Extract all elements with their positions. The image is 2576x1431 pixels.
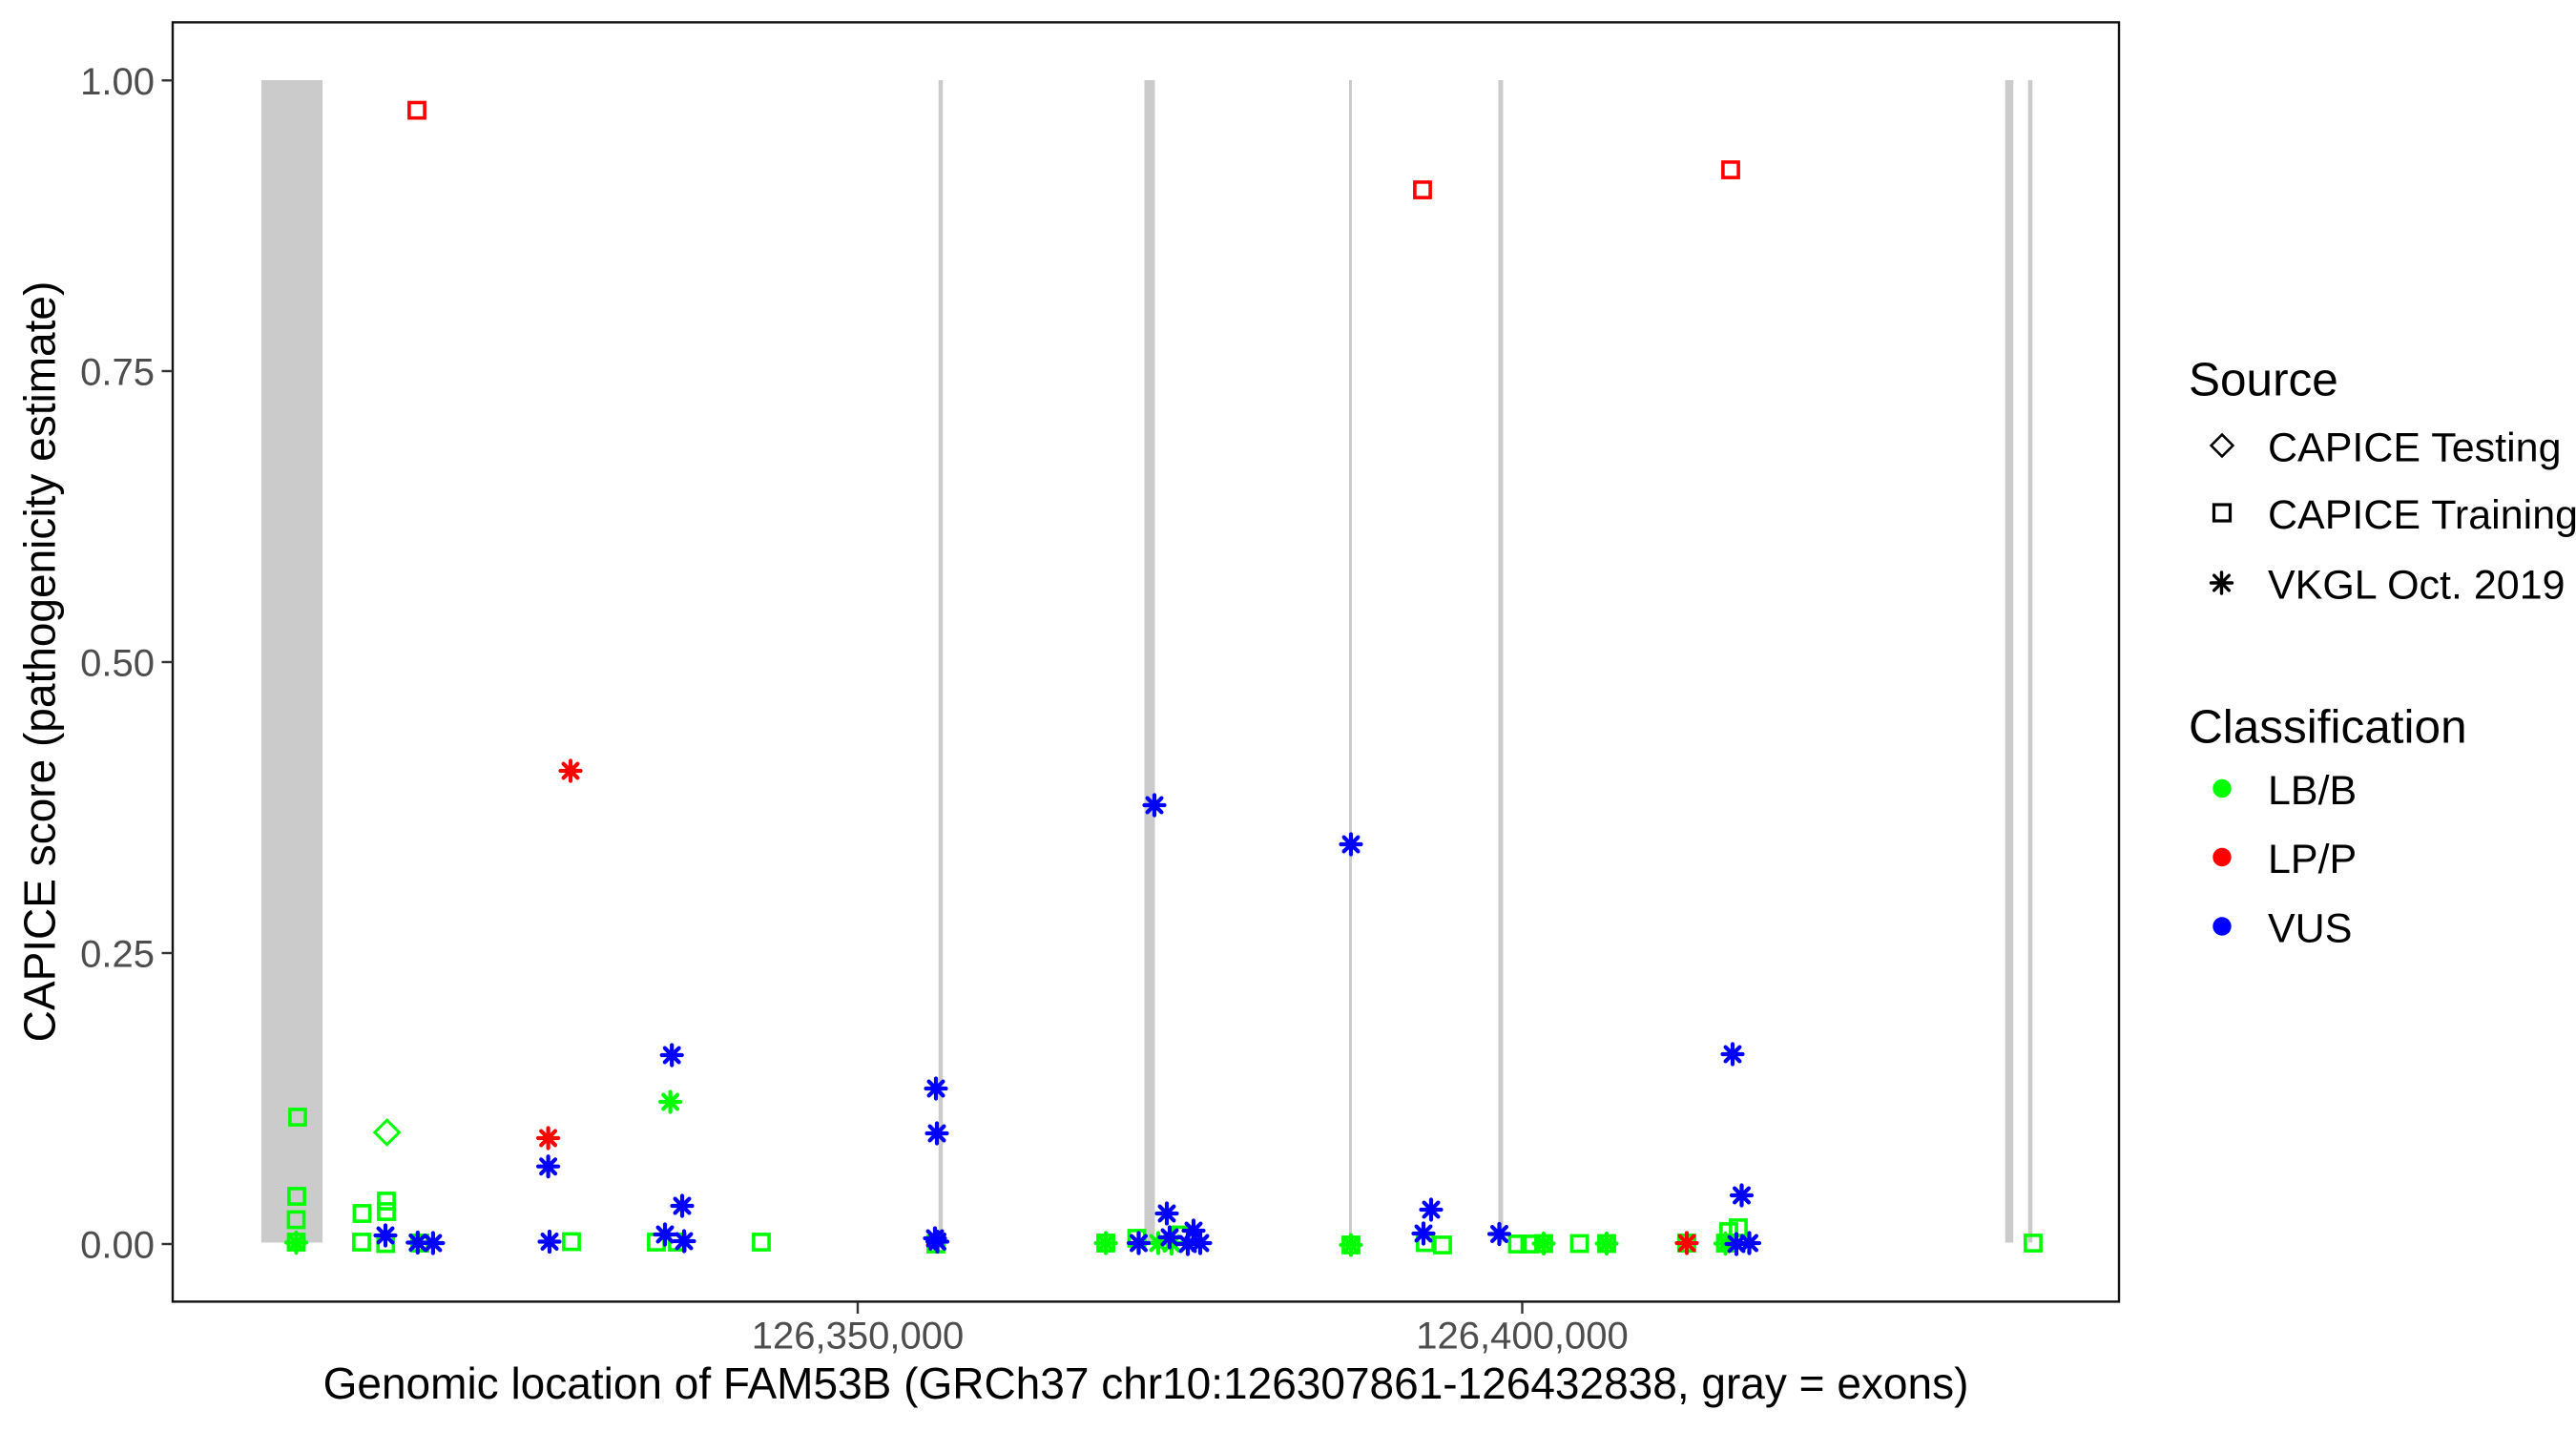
svg-text:CAPICE Testing: CAPICE Testing — [2268, 425, 2562, 471]
svg-text:0.75: 0.75 — [80, 352, 155, 394]
svg-text:0.25: 0.25 — [80, 934, 155, 976]
svg-text:CAPICE Training: CAPICE Training — [2268, 492, 2576, 538]
svg-text:Source: Source — [2189, 354, 2338, 406]
svg-text:0.50: 0.50 — [80, 643, 155, 685]
svg-text:LB/B: LB/B — [2268, 768, 2357, 814]
svg-text:126,350,000: 126,350,000 — [752, 1316, 964, 1358]
svg-text:1.00: 1.00 — [80, 61, 155, 103]
svg-text:0.00: 0.00 — [80, 1225, 155, 1267]
svg-text:VUS: VUS — [2268, 906, 2352, 952]
svg-text:VKGL Oct. 2019: VKGL Oct. 2019 — [2268, 563, 2566, 609]
svg-text:Classification: Classification — [2189, 701, 2467, 754]
svg-text:LP/P: LP/P — [2268, 837, 2357, 882]
svg-text:CAPICE score (pathogenicity es: CAPICE score (pathogenicity estimate) — [15, 281, 65, 1043]
svg-text:Genomic location of FAM53B (GR: Genomic location of FAM53B (GRCh37 chr10… — [323, 1358, 1969, 1408]
svg-text:126,400,000: 126,400,000 — [1416, 1316, 1628, 1358]
